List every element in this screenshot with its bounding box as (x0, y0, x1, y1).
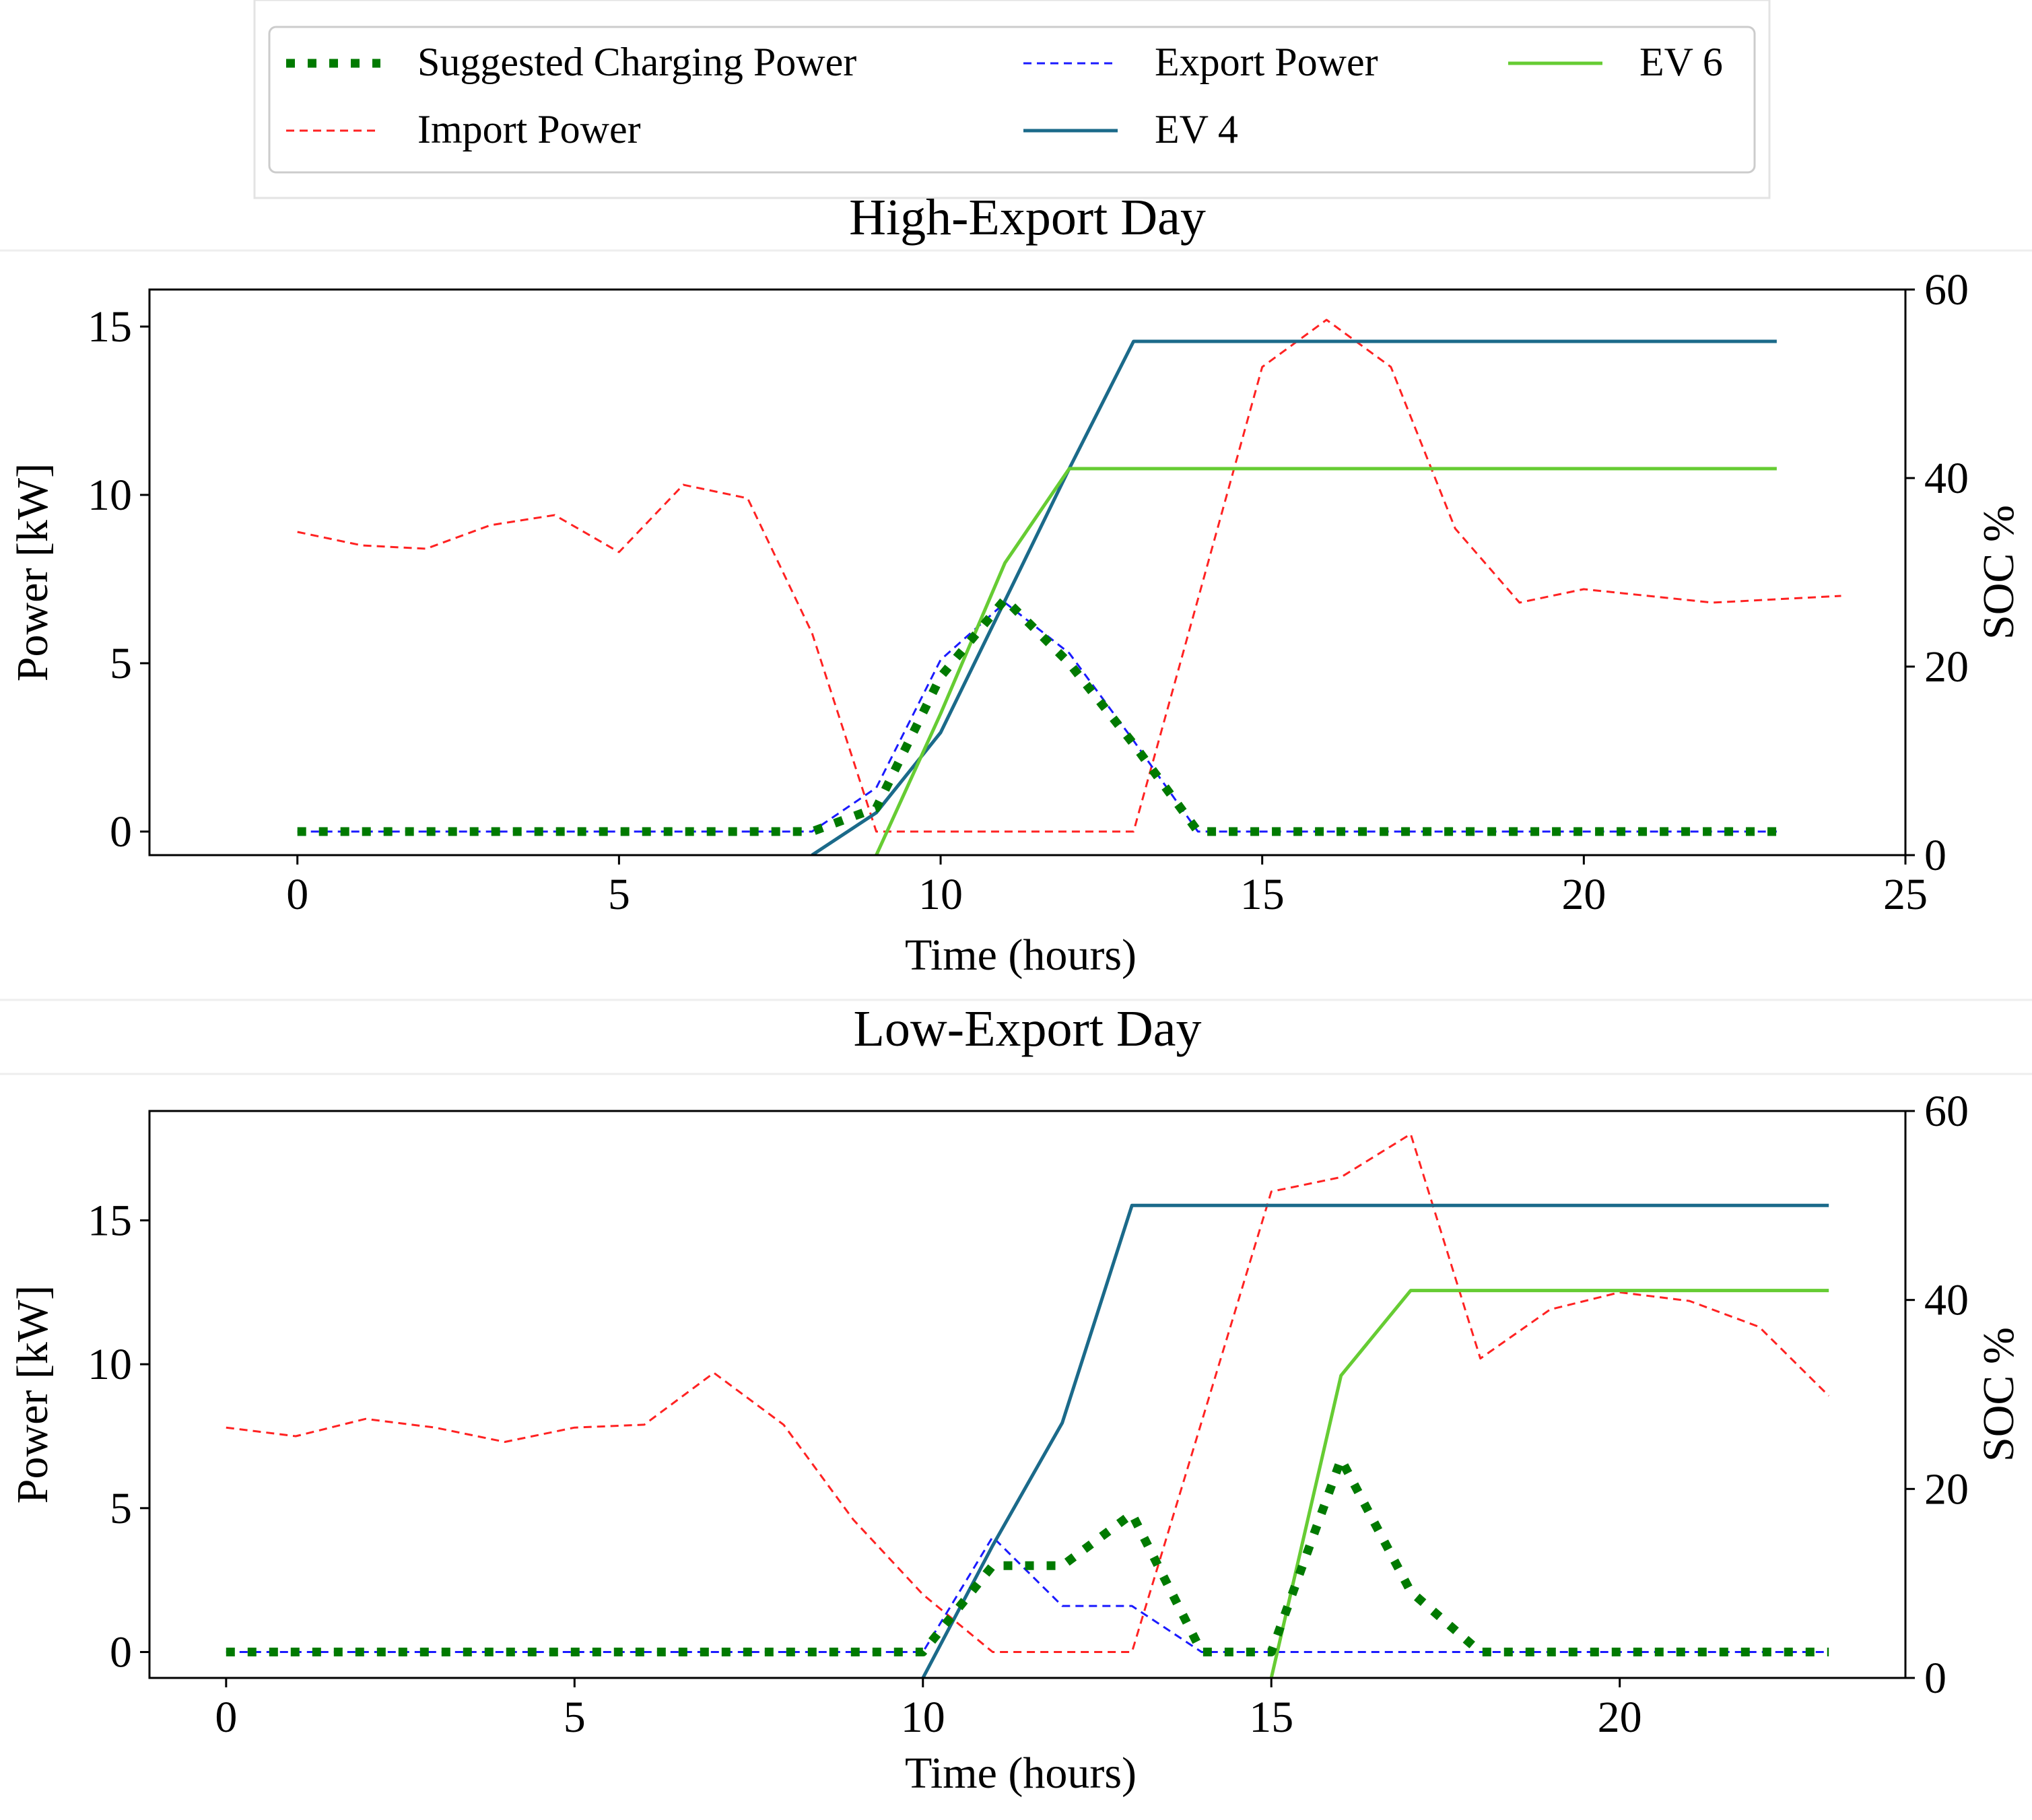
legend-item-suggested: Suggested Charging Power (286, 40, 856, 84)
y2-tick-label: 0 (1924, 831, 1946, 880)
series-line-export (297, 601, 1777, 833)
series-line-ev6 (1269, 1289, 1829, 1678)
x-tick-label: 20 (1561, 870, 1606, 919)
legend-label-import: Import Power (417, 107, 641, 151)
y2-tick-label: 60 (1924, 1087, 1969, 1136)
y-tick-label: 15 (88, 1196, 132, 1245)
y2-tick-label: 20 (1924, 1464, 1969, 1514)
series-group (226, 1133, 1830, 1678)
legend-item-export: Export Power (1023, 40, 1378, 84)
x-tick-label: 0 (215, 1693, 237, 1742)
y-axis-label: Power [kW] (8, 1285, 57, 1504)
chart-title: Low-Export Day (853, 1001, 1201, 1057)
x-tick-label: 15 (1240, 870, 1285, 919)
legend-label-suggested: Suggested Charging Power (417, 40, 856, 84)
series-line-ev4 (811, 339, 1777, 855)
y-tick-label: 0 (110, 1628, 132, 1677)
y2-axis-label: SOC % (1974, 1327, 2023, 1462)
y2-tick-label: 40 (1924, 454, 1969, 503)
series-line-import (297, 318, 1841, 833)
x-tick-label: 0 (286, 870, 308, 919)
plot-frame (148, 1110, 1907, 1679)
series-line-import (226, 1133, 1830, 1653)
legend-label-ev4: EV 4 (1155, 107, 1238, 151)
y-tick-label: 15 (88, 302, 132, 351)
chart-title: High-Export Day (849, 189, 1206, 246)
x-axis-label: Time (hours) (905, 931, 1137, 980)
series-line-suggested (226, 1454, 1829, 1656)
y-tick-label: 5 (110, 639, 132, 688)
x-tick-label: 10 (901, 1693, 945, 1742)
x-tick-label: 10 (918, 870, 963, 919)
y-tick-label: 10 (88, 1340, 132, 1389)
legend-item-ev4: EV 4 (1023, 107, 1238, 151)
y2-tick-label: 20 (1924, 642, 1969, 692)
y2-axis-label: SOC % (1974, 505, 2023, 640)
y2-tick-label: 60 (1924, 265, 1969, 314)
series-line-ev4 (921, 1203, 1829, 1678)
legend-label-ev6: EV 6 (1639, 40, 1723, 84)
legend-label-export: Export Power (1155, 40, 1378, 84)
x-axis-label: Time (hours) (905, 1749, 1137, 1798)
x-tick-label: 25 (1883, 870, 1928, 919)
chart-low-export-day: Low-Export Day 0 5 10 15 20 0 5 10 15 0 20 40 60 Time … (8, 1001, 2023, 1798)
series-group (297, 318, 1841, 855)
y-tick-label: 5 (110, 1484, 132, 1533)
series-line-export (226, 1536, 1829, 1653)
y2-tick-label: 0 (1924, 1654, 1946, 1703)
x-tick-label: 15 (1249, 1693, 1293, 1742)
x-tick-label: 5 (608, 870, 630, 919)
legend-box (268, 26, 1756, 174)
y-tick-label: 10 (88, 471, 132, 520)
legend-item-ev6: EV 6 (1508, 40, 1723, 84)
y2-tick-label: 40 (1924, 1276, 1969, 1325)
legend: Suggested Charging Power Export Power EV… (253, 0, 1771, 199)
y-axis-label: Power [kW] (8, 463, 57, 681)
plot-frame (148, 288, 1907, 856)
x-tick-label: 5 (564, 1693, 586, 1742)
legend-item-import: Import Power (286, 107, 641, 151)
y-tick-label: 0 (110, 807, 132, 856)
x-tick-label: 20 (1598, 1693, 1642, 1742)
series-line-ev6 (875, 467, 1777, 855)
series-line-suggested (297, 595, 1777, 836)
